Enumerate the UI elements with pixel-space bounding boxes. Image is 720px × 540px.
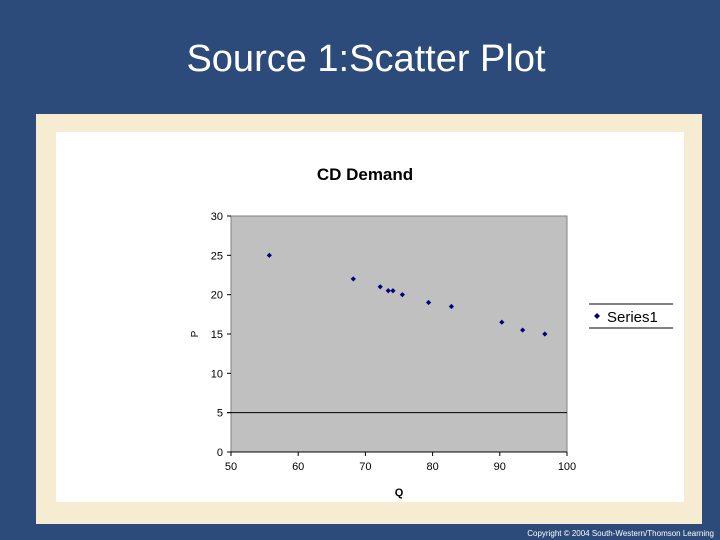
data-point bbox=[520, 327, 526, 333]
y-tick-label: 10 bbox=[211, 368, 223, 380]
x-tick-label: 80 bbox=[426, 461, 438, 473]
y-tick-label: 25 bbox=[211, 250, 223, 262]
x-tick-label: 100 bbox=[558, 461, 576, 473]
y-axis-label: P bbox=[190, 330, 201, 337]
y-axis: 0 5 10 15 20 25 30 bbox=[211, 211, 567, 459]
y-tick-label: 30 bbox=[211, 211, 223, 223]
chart-panel: CD Demand 0 5 10 15 20 25 30 50 60 70 80 90 100 Q P… bbox=[56, 132, 684, 502]
data-point bbox=[542, 331, 548, 337]
legend-marker-icon bbox=[594, 313, 600, 319]
data-point bbox=[385, 288, 391, 294]
chart-title: CD Demand bbox=[317, 165, 413, 184]
data-point bbox=[448, 303, 455, 310]
x-tick-label: 90 bbox=[494, 461, 506, 473]
legend-label: Series1 bbox=[607, 309, 658, 326]
x-tick-label: 70 bbox=[359, 461, 371, 473]
legend: Series1 bbox=[589, 303, 673, 329]
slide-title: Source 1:Scatter Plot bbox=[186, 38, 546, 80]
copyright-notice: Copyright © 2004 South-Western/Thomson L… bbox=[527, 529, 714, 538]
scatter-chart: CD Demand 0 5 10 15 20 25 30 50 60 70 80 90 100 Q P… bbox=[190, 165, 673, 499]
data-point bbox=[499, 319, 505, 325]
data-point bbox=[377, 284, 383, 290]
x-tick-label: 50 bbox=[225, 461, 237, 473]
chart-frame: CD Demand 0 5 10 15 20 25 30 50 60 70 80 90 100 Q P… bbox=[36, 114, 702, 524]
plot-area bbox=[230, 215, 568, 453]
y-tick-label: 20 bbox=[211, 290, 223, 302]
x-axis-label: Q bbox=[395, 487, 404, 499]
y-tick-label: 5 bbox=[217, 408, 223, 420]
data-point bbox=[425, 299, 432, 306]
data-point bbox=[390, 288, 396, 294]
x-axis: 50 60 70 80 90 100 bbox=[225, 452, 576, 473]
y-tick-label: 0 bbox=[217, 447, 223, 459]
y-tick-label: 15 bbox=[211, 329, 223, 341]
x-tick-label: 60 bbox=[292, 461, 304, 473]
